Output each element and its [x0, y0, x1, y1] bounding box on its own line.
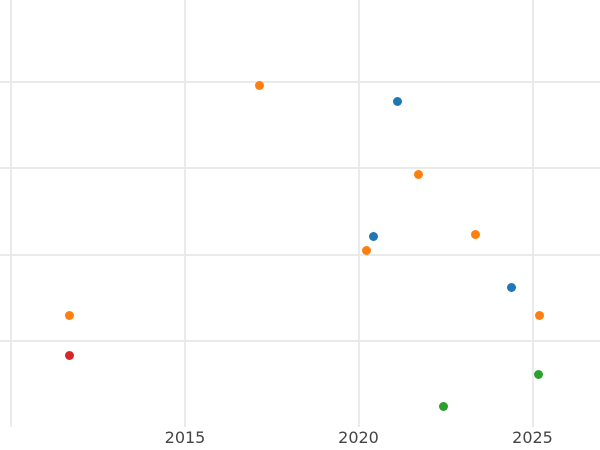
scatter-point-orange [471, 230, 481, 240]
scatter-point-orange [255, 80, 265, 90]
vertical-gridline [184, 0, 186, 427]
horizontal-gridline [0, 167, 600, 170]
scatter-point-red [64, 350, 74, 360]
scatter-point-orange [361, 245, 371, 255]
scatter-point-orange [64, 311, 74, 321]
horizontal-gridline [0, 340, 600, 343]
scatter-point-blue [507, 283, 517, 293]
scatter-point-green [438, 401, 448, 411]
scatter-point-orange [534, 311, 544, 321]
x-axis-tick-label: 2015 [164, 428, 206, 448]
scatter-point-blue [393, 96, 403, 106]
x-axis-tick-label: 2020 [338, 428, 379, 448]
vertical-gridline [357, 0, 360, 427]
scatter-point-orange [414, 169, 424, 179]
vertical-gridline [531, 0, 534, 427]
x-axis-tick-label: 2025 [512, 428, 553, 448]
horizontal-gridline [0, 81, 600, 84]
horizontal-gridline [0, 254, 600, 256]
vertical-gridline [10, 0, 12, 427]
scatter-point-blue [368, 231, 378, 241]
scatter-point-green [534, 369, 544, 379]
